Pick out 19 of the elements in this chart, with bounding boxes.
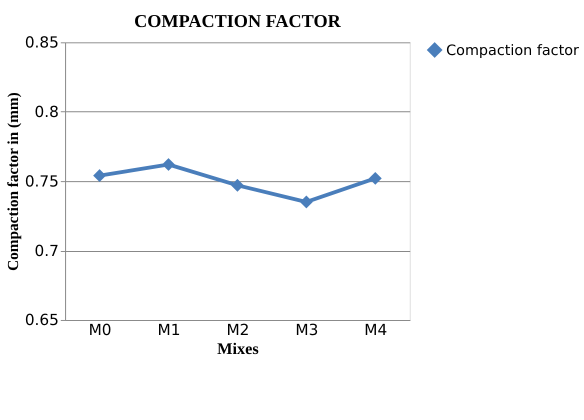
y-tick-label: 0.8 [34, 103, 59, 122]
point [368, 172, 382, 185]
point [231, 178, 244, 192]
point [300, 196, 313, 208]
y-tick-label: 0.75 [24, 172, 59, 190]
x-tick-label: M4 [364, 320, 388, 339]
legend-label: Compaction factor [446, 42, 579, 59]
y-tick-label: 0.7 [34, 242, 59, 260]
y-tick-label: 0.85 [24, 34, 59, 52]
point [93, 169, 106, 182]
x-axis-title: Mixes [217, 340, 259, 358]
x-tick-label: M3 [295, 320, 318, 339]
point [162, 158, 175, 171]
x-tick-label: M0 [88, 320, 112, 339]
x-tick-label: M1 [158, 320, 180, 339]
y-axis-title: Compaction factor in (mm) [5, 92, 22, 271]
chart-title: COMPACTION FACTOR [134, 11, 342, 32]
y-tick-label: 0.65 [24, 311, 59, 330]
x-tick-label: M2 [226, 320, 250, 339]
